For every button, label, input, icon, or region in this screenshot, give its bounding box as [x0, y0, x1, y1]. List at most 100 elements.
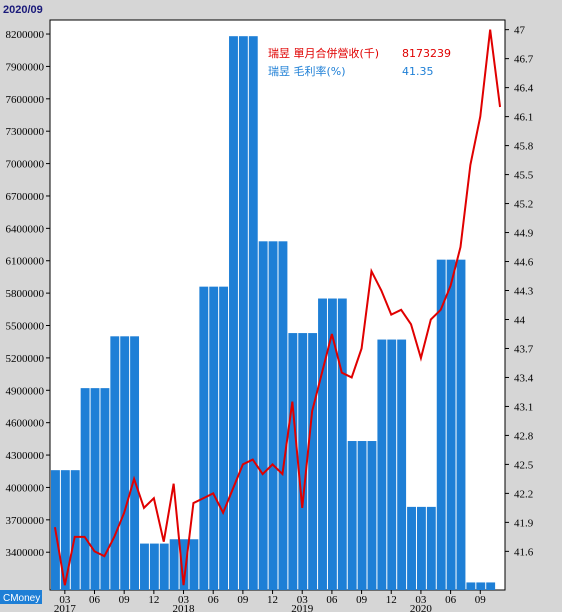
revenue-bar: [120, 336, 130, 590]
revenue-bar: [486, 582, 496, 590]
right-tick-label: 44.3: [514, 286, 534, 298]
revenue-bar: [209, 286, 219, 590]
right-tick-label: 46.1: [514, 112, 533, 124]
revenue-bar: [189, 539, 199, 590]
right-tick-label: 46.7: [514, 54, 534, 66]
right-tick-label: 42.5: [514, 459, 534, 471]
revenue-bar: [70, 470, 80, 590]
revenue-bar: [60, 470, 70, 590]
revenue-bar: [456, 259, 466, 590]
revenue-bar: [357, 441, 367, 590]
left-tick-label: 7600000: [6, 94, 45, 106]
revenue-bar: [179, 539, 189, 590]
revenue-bar: [100, 388, 110, 591]
revenue-bar: [308, 333, 318, 590]
x-tick-label: 09: [356, 594, 368, 606]
legend-margin-value: 41.35: [402, 65, 434, 78]
left-tick-label: 5200000: [6, 353, 45, 365]
revenue-bars: [51, 36, 496, 591]
x-tick-label: 06: [89, 594, 101, 606]
revenue-bar: [337, 298, 347, 590]
left-tick-label: 4000000: [6, 482, 45, 494]
margin-line: [53, 29, 502, 586]
revenue-bar: [466, 582, 476, 590]
left-tick-label: 7300000: [6, 126, 45, 138]
revenue-bar: [130, 336, 140, 590]
left-tick-label: 8200000: [6, 29, 45, 41]
left-axis: 3400000 3700000 4000000 4300000 4600000 49000…: [6, 29, 50, 559]
right-axis: 41.6 41.9 42.2 42.5 42.8 43.1 43.4 43.7 44 44.3 44…: [505, 25, 534, 558]
right-tick-label: 47: [514, 25, 526, 37]
revenue-bar: [288, 333, 298, 590]
left-tick-label: 4600000: [6, 418, 45, 430]
revenue-bar: [110, 336, 120, 590]
revenue-bar: [367, 441, 377, 590]
revenue-bar: [327, 298, 337, 590]
right-tick-label: 45.8: [514, 141, 534, 153]
revenue-bar: [199, 286, 209, 590]
revenue-bar: [229, 36, 238, 590]
revenue-bar: [248, 36, 258, 590]
x-tick-label: 12: [386, 594, 397, 606]
revenue-bar: [169, 539, 179, 590]
x-tick-label: 09: [119, 594, 131, 606]
left-tick-label: 3400000: [6, 547, 45, 559]
margin-series-line: [53, 29, 502, 586]
right-tick-label: 41.9: [514, 517, 534, 529]
right-tick-label: 42.8: [514, 430, 534, 442]
legend-revenue-value: 8173239: [402, 47, 451, 60]
left-tick-label: 4300000: [6, 450, 45, 462]
right-tick-label: 46.4: [514, 83, 534, 95]
x-tick-label: 03: [178, 594, 190, 606]
revenue-bar: [149, 543, 159, 590]
right-tick-label: 43.4: [514, 372, 534, 384]
brand-badge-bg: [0, 590, 42, 604]
x-year-label: 2017: [54, 603, 77, 612]
revenue-bar: [219, 286, 229, 590]
x-tick-label: 09: [475, 594, 487, 606]
x-tick-label: 03: [297, 594, 309, 606]
revenue-bar: [436, 259, 446, 590]
legend: 瑞昱 單月合併營收(千) 8173239 瑞昱 毛利率(%) 41.35: [268, 46, 451, 78]
left-tick-label: 6700000: [6, 191, 45, 203]
x-tick-label: 03: [59, 594, 71, 606]
x-year-label: 2019: [291, 603, 314, 612]
right-tick-label: 44.9: [514, 228, 534, 240]
x-tick-label: 06: [326, 594, 338, 606]
brand-badge: CMoney: [0, 590, 42, 604]
left-tick-label: 7000000: [6, 159, 45, 171]
revenue-bar: [446, 259, 456, 590]
revenue-bar: [387, 339, 397, 590]
legend-margin-label: 瑞昱 毛利率(%): [268, 64, 346, 78]
revenue-bar: [80, 388, 90, 591]
left-tick-label: 5500000: [6, 321, 45, 333]
right-tick-label: 45.2: [514, 199, 533, 211]
left-tick-label: 7900000: [6, 61, 45, 73]
x-tick-label: 03: [415, 594, 427, 606]
right-tick-label: 45.5: [514, 170, 534, 182]
revenue-bar: [159, 543, 169, 590]
revenue-bar: [397, 339, 407, 590]
x-tick-label: 12: [148, 594, 159, 606]
left-tick-label: 3700000: [6, 515, 45, 527]
revenue-bar: [347, 441, 357, 590]
revenue-bar: [318, 298, 327, 590]
left-tick-label: 6100000: [6, 256, 45, 268]
right-tick-label: 44.6: [514, 257, 534, 269]
revenue-bar: [238, 36, 248, 590]
revenue-bar: [377, 339, 387, 590]
legend-revenue-label: 瑞昱 單月合併營收(千): [268, 46, 379, 60]
revenue-bar: [268, 241, 278, 590]
x-tick-label: 06: [208, 594, 220, 606]
right-tick-label: 42.2: [514, 488, 533, 500]
revenue-bar: [90, 388, 100, 591]
revenue-bar: [278, 241, 288, 590]
revenue-bar: [140, 543, 149, 590]
left-tick-label: 5800000: [6, 288, 45, 300]
revenue-bar: [298, 333, 308, 590]
revenue-bar: [416, 506, 426, 591]
right-tick-label: 43.7: [514, 343, 534, 355]
